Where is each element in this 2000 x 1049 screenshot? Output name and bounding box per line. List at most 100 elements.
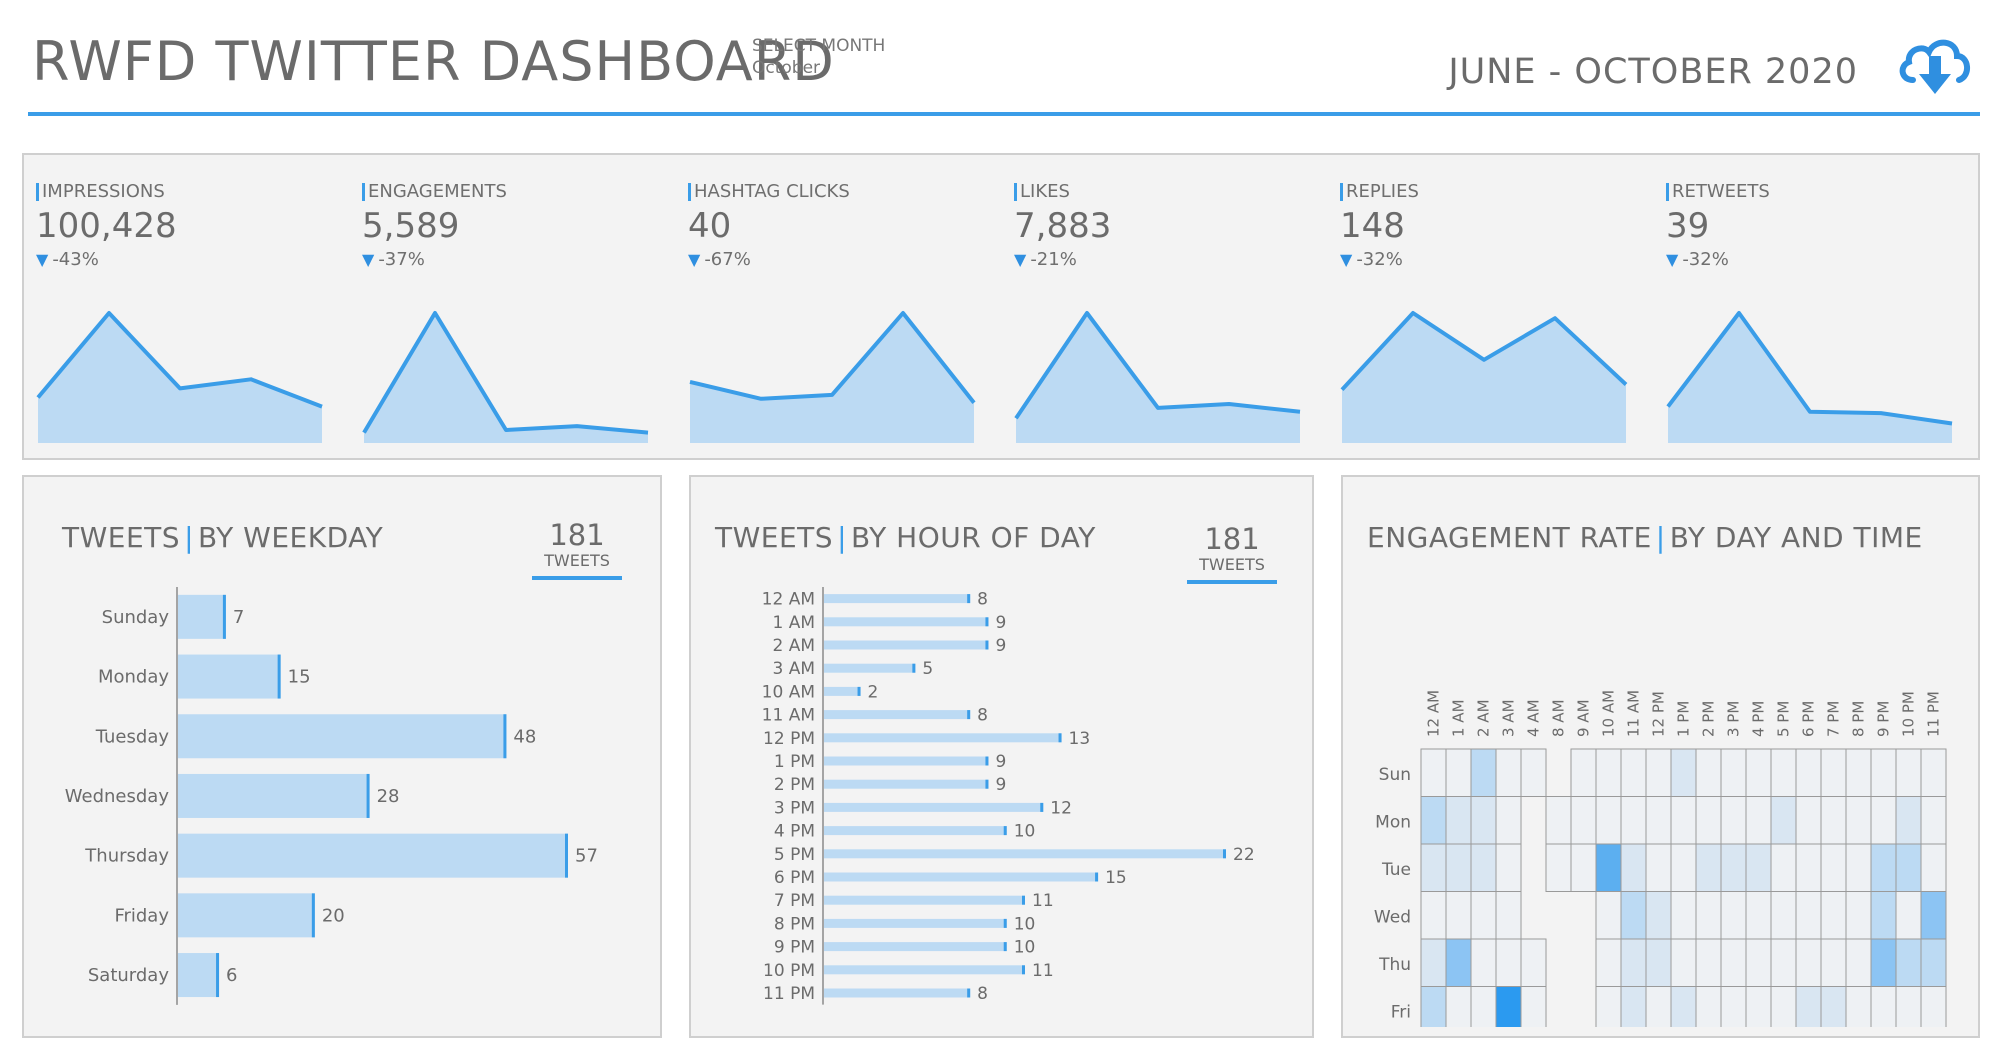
hour-bar-cap (1003, 826, 1007, 836)
heatmap-cell (1470, 843, 1497, 892)
heatmap-cell (1820, 843, 1847, 892)
hour-data-label: 10 (1014, 938, 1036, 958)
hour-data-label: 11 (1032, 961, 1054, 981)
heatmap-cell (1845, 843, 1872, 892)
heatmap-x-label: 8 AM (1550, 699, 1568, 737)
sparkline-area (1342, 313, 1626, 443)
heatmap-cell (1570, 796, 1597, 845)
heatmap-x-label: 3 PM (1725, 701, 1743, 737)
heatmap-cell (1445, 938, 1472, 987)
month-selector[interactable]: SELECT MONTH October (752, 35, 885, 79)
hour-title-sub: BY HOUR OF DAY (851, 521, 1096, 554)
hour-bar (824, 965, 1025, 975)
heat-title-main: ENGAGEMENT RATE (1367, 521, 1652, 554)
heatmap-cell (1670, 891, 1697, 940)
heatmap-cell (1420, 986, 1447, 1027)
heatmap-cell (1420, 843, 1447, 892)
sparkline-area (38, 313, 322, 443)
hour-bar-cap (967, 988, 971, 998)
weekday-data-label: 15 (288, 667, 311, 688)
hour-data-label: 8 (977, 706, 988, 726)
cloud-download-icon[interactable] (1895, 32, 1975, 96)
down-arrow-icon: ▼ (688, 250, 701, 269)
heatmap-cell (1645, 748, 1672, 797)
kpi-change: ▼ -32% (1340, 249, 1640, 270)
hour-tick-label: 7 PM (774, 891, 815, 911)
heatmap-cell (1645, 796, 1672, 845)
heatmap-cell (1645, 938, 1672, 987)
heatmap-cell (1720, 748, 1747, 797)
weekday-bar-chart: Sunday 7 Monday 15 Tuesday 48 Wednesday 28 Thurs… (65, 587, 598, 1005)
heatmap-cell (1745, 938, 1772, 987)
hour-tick-label: 1 PM (774, 752, 815, 772)
kpi-sparkline (36, 311, 323, 443)
heatmap-x-label: 3 AM (1500, 699, 1518, 737)
weekday-title-main: TWEETS (62, 521, 181, 554)
heatmap-cell (1520, 986, 1547, 1027)
heatmap-cell (1820, 891, 1847, 940)
hour-tick-label: 4 PM (774, 822, 815, 842)
heatmap-cell (1470, 986, 1497, 1027)
hour-bar (824, 663, 916, 673)
heatmap-cell (1595, 891, 1622, 940)
hour-count-label: TWEETS (1187, 555, 1277, 584)
hour-tick-label: 10 AM (762, 682, 815, 702)
heatmap-cell (1420, 748, 1447, 797)
heatmap-cell (1520, 938, 1547, 987)
heatmap-x-label: 1 AM (1450, 699, 1468, 737)
title-separator: | (1655, 521, 1666, 554)
weekday-panel-title: TWEETS | BY WEEKDAY (62, 521, 383, 554)
heatmap-cell (1495, 748, 1522, 797)
kpi-card: LIKES 7,883 ▼ -21% (1014, 183, 1314, 453)
heatmap-cell (1420, 796, 1447, 845)
sparkline-line (689, 311, 976, 404)
heatmap-cell (1745, 843, 1772, 892)
heatmap-cell (1745, 986, 1772, 1027)
weekday-bar (178, 953, 220, 998)
weekday-bar-cap (216, 953, 220, 998)
heatmap-cell (1770, 796, 1797, 845)
kpi-label: HASHTAG CLICKS (688, 183, 988, 201)
heatmap-x-label: 4 AM (1525, 699, 1543, 737)
hour-tick-label: 9 PM (774, 938, 815, 958)
heatmap-cell (1820, 938, 1847, 987)
heatmap-cell (1695, 938, 1722, 987)
heatmap-cell (1770, 748, 1797, 797)
heatmap-cell (1845, 748, 1872, 797)
weekday-count-value: 181 (549, 518, 605, 552)
weekday-bar-cap (366, 773, 370, 818)
down-arrow-icon: ▼ (1340, 250, 1353, 269)
hour-bar-cap (1040, 802, 1044, 812)
month-selector-value[interactable]: October (752, 58, 821, 78)
heatmap-cell (1795, 986, 1822, 1027)
kpi-sparkline (362, 311, 649, 443)
down-arrow-icon: ▼ (36, 250, 49, 269)
kpi-change-value: -21% (1030, 249, 1077, 270)
kpi-label: ENGAGEMENTS (362, 183, 662, 201)
weekday-tick-label: Sunday (102, 607, 170, 628)
heatmap-cell (1570, 843, 1597, 892)
kpi-value: 7,883 (1014, 206, 1112, 246)
heatmap-cell (1470, 796, 1497, 845)
kpi-change-value: -32% (1356, 249, 1403, 270)
title-separator: | (837, 521, 847, 554)
heatmap-cell (1745, 748, 1772, 797)
heatmap-cell (1495, 938, 1522, 987)
hour-data-label: 12 (1050, 798, 1072, 818)
kpi-change-value: -67% (704, 249, 751, 270)
heatmap-cell (1495, 843, 1522, 892)
month-selector-label: SELECT MONTH (752, 36, 886, 56)
heatmap-y-label: Tue (1381, 860, 1411, 880)
heatmap-x-label: 1 PM (1675, 701, 1693, 737)
heatmap-cell (1720, 843, 1747, 892)
heatmap-cell (1870, 796, 1897, 845)
heatmap-cell (1770, 938, 1797, 987)
heatmap-cell (1745, 891, 1772, 940)
heatmap-cell (1920, 891, 1947, 940)
heatmap-cell (1920, 938, 1947, 987)
hour-bar (824, 710, 971, 720)
hour-data-label: 8 (977, 590, 988, 610)
heatmap-cell (1745, 796, 1772, 845)
hour-data-label: 13 (1069, 729, 1091, 749)
hour-data-label: 10 (1014, 822, 1036, 842)
